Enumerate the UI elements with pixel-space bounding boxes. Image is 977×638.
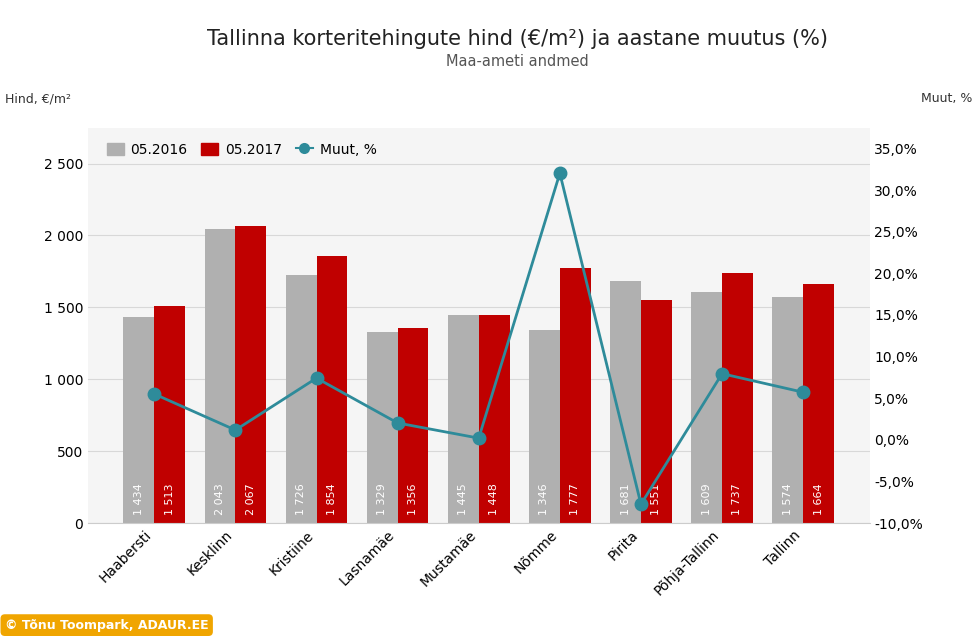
Text: Hind, €/m²: Hind, €/m² — [5, 93, 71, 105]
Text: 1 854: 1 854 — [327, 483, 337, 514]
Text: 1 551: 1 551 — [652, 483, 661, 514]
Bar — [204, 229, 235, 523]
Bar — [154, 306, 185, 523]
Text: 1 681: 1 681 — [620, 483, 630, 514]
Bar — [123, 317, 154, 523]
Bar — [773, 297, 803, 523]
Text: Muut, %: Muut, % — [920, 93, 972, 105]
Bar — [803, 284, 834, 523]
Text: Tallinna korteritehingute hind (€/m²) ja aastane muutus (%): Tallinna korteritehingute hind (€/m²) ja… — [207, 29, 828, 48]
Text: 1 329: 1 329 — [377, 483, 387, 514]
Text: 2 067: 2 067 — [246, 483, 256, 514]
Text: 2 043: 2 043 — [215, 483, 225, 514]
Legend: 05.2016, 05.2017, Muut, %: 05.2016, 05.2017, Muut, % — [103, 138, 381, 161]
Bar — [641, 300, 672, 523]
Text: 1 737: 1 737 — [733, 483, 743, 514]
Bar — [722, 273, 753, 523]
Bar — [610, 281, 641, 523]
Bar — [529, 330, 560, 523]
Bar — [317, 256, 348, 523]
Text: 1 434: 1 434 — [134, 483, 144, 514]
Bar — [692, 292, 722, 523]
Text: Maa-ameti andmed: Maa-ameti andmed — [446, 54, 589, 70]
Text: 1 356: 1 356 — [408, 483, 418, 514]
Bar — [447, 315, 479, 523]
Bar — [285, 275, 317, 523]
Text: 1 777: 1 777 — [571, 483, 580, 514]
Bar — [479, 315, 510, 523]
Bar — [560, 267, 591, 523]
Text: 1 346: 1 346 — [539, 483, 549, 514]
Text: 1 609: 1 609 — [701, 483, 711, 514]
Text: 1 445: 1 445 — [458, 483, 468, 514]
Text: 1 448: 1 448 — [489, 483, 499, 514]
Bar — [366, 332, 398, 523]
Bar — [398, 328, 429, 523]
Text: 1 513: 1 513 — [165, 483, 175, 514]
Text: 1 726: 1 726 — [296, 483, 306, 514]
Text: 1 574: 1 574 — [783, 483, 792, 514]
Bar — [235, 226, 266, 523]
Text: 1 664: 1 664 — [814, 483, 824, 514]
Text: © Tõnu Toompark, ADAUR.EE: © Tõnu Toompark, ADAUR.EE — [5, 619, 208, 632]
